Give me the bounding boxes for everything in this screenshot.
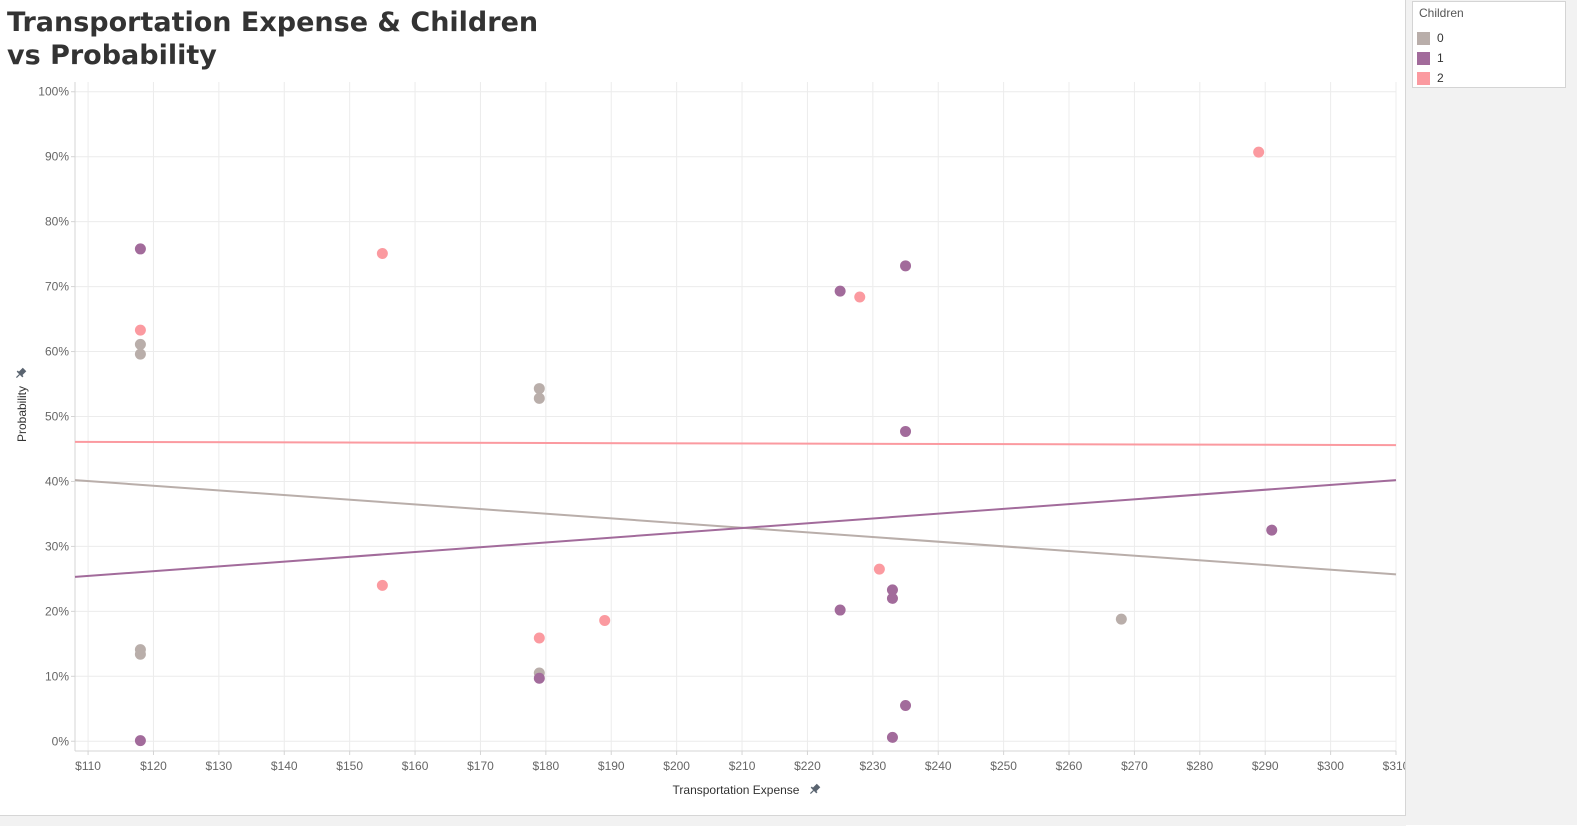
color-legend[interactable]: Children 0 1 2 xyxy=(1412,1,1566,88)
x-tick-label: $210 xyxy=(729,759,756,773)
y-axis-title: Probability xyxy=(15,386,29,442)
data-point-children-0 xyxy=(134,648,146,660)
data-point-children-2 xyxy=(854,291,866,303)
legend-label-1: 1 xyxy=(1437,51,1444,65)
x-tick-label: $120 xyxy=(140,759,167,773)
data-point-children-2 xyxy=(134,324,146,336)
trend-line-children-1 xyxy=(74,479,1397,578)
x-axis-title: Transportation Expense xyxy=(673,783,800,797)
y-axis-pin-icon[interactable] xyxy=(14,367,28,381)
legend-item-2[interactable]: 2 xyxy=(1417,70,1444,86)
data-point-children-1 xyxy=(834,604,846,616)
data-point-children-1 xyxy=(834,285,846,297)
x-tick-label: $190 xyxy=(598,759,625,773)
data-point-children-2 xyxy=(376,579,388,591)
data-point-children-0 xyxy=(134,338,146,350)
x-tick-label: $170 xyxy=(467,759,494,773)
data-point-children-1 xyxy=(900,700,912,712)
x-tick-label: $250 xyxy=(990,759,1017,773)
x-tick-label: $300 xyxy=(1317,759,1344,773)
data-point-children-0 xyxy=(533,383,545,395)
y-tick-label: 80% xyxy=(45,215,69,229)
y-tick-label: 10% xyxy=(45,669,69,683)
data-point-children-1 xyxy=(886,731,898,743)
data-point-children-1 xyxy=(900,260,912,272)
x-tick-label: $180 xyxy=(532,759,559,773)
bottom-strip xyxy=(0,815,1406,826)
legend-swatch-1 xyxy=(1417,51,1430,65)
x-tick-label: $240 xyxy=(925,759,952,773)
data-point-children-1 xyxy=(134,735,146,747)
x-tick-label: $220 xyxy=(794,759,821,773)
x-tick-label: $280 xyxy=(1186,759,1213,773)
data-point-children-1 xyxy=(134,243,146,255)
data-point-children-0 xyxy=(134,348,146,360)
trend-line-children-2 xyxy=(74,440,1397,447)
tick-labels: $110 $120 $130 $140 $150 $160 $170 $180 $190 $200… xyxy=(38,85,1405,773)
legend-item-1[interactable]: 1 xyxy=(1417,50,1444,66)
x-tick-label: $290 xyxy=(1252,759,1279,773)
y-tick-label: 50% xyxy=(45,410,69,424)
y-tick-label: 100% xyxy=(38,85,69,99)
scatter-chart: $110 $120 $130 $140 $150 $160 $170 $180 $190 $200… xyxy=(14,82,1405,797)
data-point-children-1 xyxy=(900,425,912,437)
x-tick-label: $150 xyxy=(336,759,363,773)
grid-lines xyxy=(75,82,1397,751)
x-tick-label: $260 xyxy=(1056,759,1083,773)
data-point-children-1 xyxy=(886,592,898,604)
data-point-children-0 xyxy=(533,392,545,404)
legend-item-0[interactable]: 0 xyxy=(1417,30,1444,46)
legend-label-0: 0 xyxy=(1437,31,1444,45)
y-tick-label: 60% xyxy=(45,345,69,359)
y-tick-label: 30% xyxy=(45,539,69,553)
x-tick-label: $160 xyxy=(402,759,429,773)
y-tick-label: 20% xyxy=(45,604,69,618)
x-tick-label: $140 xyxy=(271,759,298,773)
legend-swatch-2 xyxy=(1417,71,1430,85)
chart-title: Transportation Expense & Children vs Pro… xyxy=(7,7,539,71)
y-tick-label: 70% xyxy=(45,280,69,294)
data-point-children-2 xyxy=(1253,146,1265,158)
legend-label-2: 2 xyxy=(1437,71,1444,85)
data-point-children-1 xyxy=(886,584,898,596)
x-tick-label: $110 xyxy=(75,759,101,773)
trend-line-children-0 xyxy=(74,479,1397,576)
right-panel-background xyxy=(1405,0,1577,825)
x-tick-label: $310 xyxy=(1383,759,1405,773)
x-tick-label: $200 xyxy=(663,759,690,773)
data-point-children-2 xyxy=(376,247,388,259)
data-point-children-0 xyxy=(1115,613,1127,625)
data-point-children-1 xyxy=(533,672,545,684)
x-tick-label: $230 xyxy=(859,759,886,773)
y-tick-label: 90% xyxy=(45,150,69,164)
x-axis-pin-icon[interactable] xyxy=(808,783,822,797)
data-point-children-2 xyxy=(599,614,611,626)
legend-swatch-0 xyxy=(1417,31,1430,45)
x-tick-label: $130 xyxy=(206,759,233,773)
y-tick-label: 0% xyxy=(52,734,70,748)
axes xyxy=(71,82,1397,755)
data-point-children-1 xyxy=(1266,524,1278,536)
x-tick-label: $270 xyxy=(1121,759,1148,773)
data-point-children-2 xyxy=(873,563,885,575)
y-tick-label: 40% xyxy=(45,474,69,488)
trend-lines xyxy=(74,440,1397,578)
data-points xyxy=(134,146,1278,747)
legend-title: Children xyxy=(1419,6,1464,20)
data-point-children-2 xyxy=(533,632,545,644)
